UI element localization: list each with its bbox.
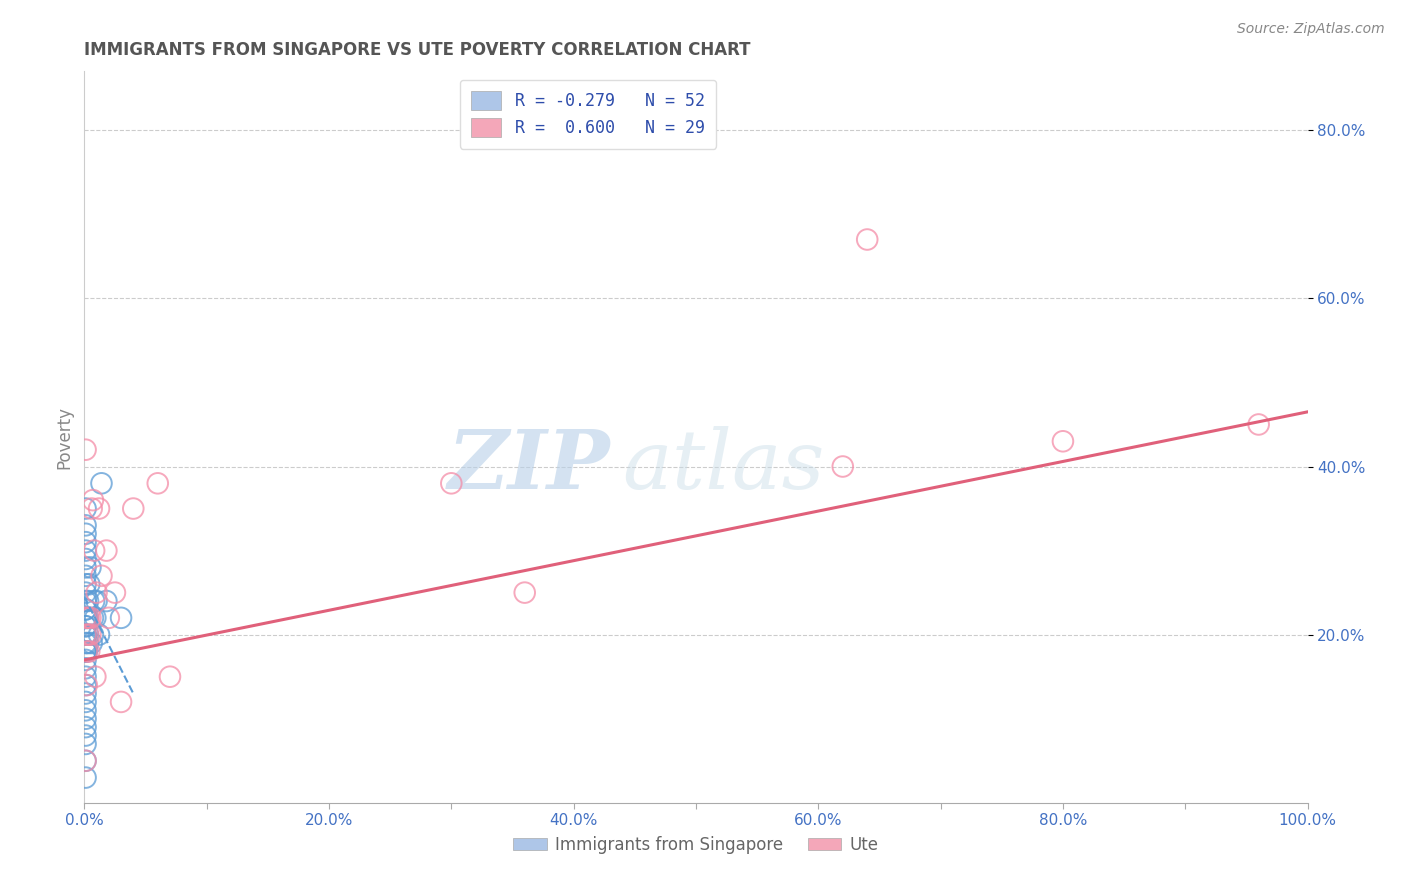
Point <box>75 653 97 667</box>
Point <box>87 501 110 516</box>
Point <box>75 636 97 650</box>
Point <box>75 720 97 734</box>
Point <box>75 552 97 566</box>
Point <box>75 577 97 591</box>
Point <box>75 627 97 641</box>
Point <box>75 442 97 457</box>
Point <box>79 627 101 641</box>
Point <box>1052 434 1074 449</box>
Point <box>75 602 97 616</box>
Point <box>146 476 169 491</box>
Point <box>75 585 97 599</box>
Point <box>75 619 97 633</box>
Point <box>77 627 100 641</box>
Point <box>75 619 97 633</box>
Point <box>75 754 97 768</box>
Point <box>90 476 112 491</box>
Legend: Immigrants from Singapore, Ute: Immigrants from Singapore, Ute <box>506 829 886 860</box>
Point <box>75 695 97 709</box>
Point <box>87 627 110 641</box>
Text: Source: ZipAtlas.com: Source: ZipAtlas.com <box>1237 22 1385 37</box>
Point <box>76 644 98 658</box>
Point <box>82 493 104 508</box>
Point <box>75 703 97 717</box>
Point <box>80 501 103 516</box>
Point <box>75 569 97 583</box>
Point <box>159 670 181 684</box>
Point <box>77 627 100 641</box>
Point <box>856 233 879 247</box>
Point <box>75 627 97 641</box>
Point <box>75 686 97 700</box>
Point <box>1247 417 1270 432</box>
Point <box>76 644 98 658</box>
Point <box>77 577 100 591</box>
Point <box>75 543 97 558</box>
Point <box>75 501 97 516</box>
Point <box>77 636 100 650</box>
Point <box>104 585 127 599</box>
Point <box>440 476 463 491</box>
Point <box>82 627 104 641</box>
Point <box>75 627 97 641</box>
Point <box>75 644 97 658</box>
Point <box>86 594 108 608</box>
Point <box>77 611 100 625</box>
Point <box>75 712 97 726</box>
Point <box>75 661 97 675</box>
Point <box>79 611 101 625</box>
Point <box>96 543 118 558</box>
Point <box>75 737 97 751</box>
Point <box>80 636 103 650</box>
Point <box>110 695 132 709</box>
Point <box>83 594 105 608</box>
Text: ZIP: ZIP <box>447 426 610 507</box>
Point <box>75 526 97 541</box>
Point <box>831 459 853 474</box>
Point <box>122 501 145 516</box>
Point <box>75 771 97 785</box>
Point <box>75 594 97 608</box>
Point <box>77 594 100 608</box>
Point <box>79 560 101 574</box>
Point <box>77 644 100 658</box>
Point <box>77 611 100 625</box>
Point <box>75 611 97 625</box>
Point <box>97 611 120 625</box>
Point <box>75 754 97 768</box>
Point <box>83 543 105 558</box>
Point <box>75 729 97 743</box>
Text: IMMIGRANTS FROM SINGAPORE VS UTE POVERTY CORRELATION CHART: IMMIGRANTS FROM SINGAPORE VS UTE POVERTY… <box>84 41 751 59</box>
Point <box>75 670 97 684</box>
Point <box>86 585 108 599</box>
Point <box>76 611 98 625</box>
Point <box>75 560 97 574</box>
Point <box>75 678 97 692</box>
Point <box>82 611 104 625</box>
Point <box>84 611 107 625</box>
Point <box>84 670 107 684</box>
Y-axis label: Poverty: Poverty <box>55 406 73 468</box>
Point <box>513 585 536 599</box>
Point <box>75 602 97 616</box>
Point <box>110 611 132 625</box>
Text: atlas: atlas <box>623 426 825 507</box>
Point <box>75 518 97 533</box>
Point <box>76 678 98 692</box>
Point <box>75 644 97 658</box>
Point <box>96 594 118 608</box>
Point <box>75 535 97 549</box>
Point <box>90 569 112 583</box>
Point <box>75 611 97 625</box>
